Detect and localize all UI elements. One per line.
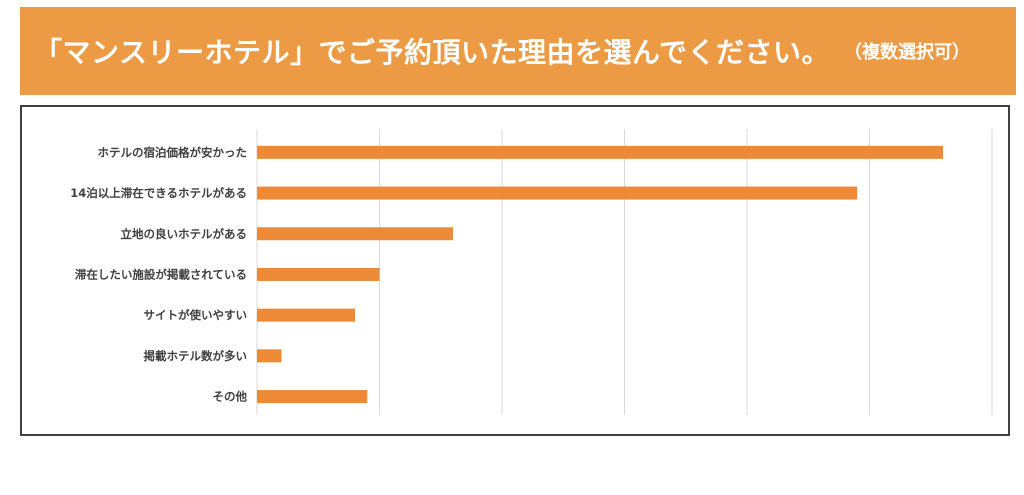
bar-5	[257, 308, 355, 322]
chart-frame: ホテルの宿泊価格が安かった 14泊以上滞在できるホテルがある立地の良いホテルがある…	[20, 105, 1010, 436]
bar-6	[257, 349, 282, 363]
category-label-2: 14泊以上滞在できるホテルがある	[70, 186, 247, 200]
category-label-3: 立地の良いホテルがある	[121, 227, 248, 241]
category-label-4: 滞在したい施設が掲載されている	[75, 267, 247, 281]
bars	[257, 145, 943, 404]
bar-4	[257, 267, 380, 281]
gridlines	[256, 129, 993, 415]
category-labels: ホテルの宿泊価格が安かった 14泊以上滞在できるホテルがある立地の良いホテルがある…	[70, 145, 247, 403]
page-title: 「マンスリーホテル」でご予約頂いた理由を選んでください。	[34, 36, 831, 69]
category-label-6: 掲載ホテル数が多い	[144, 349, 248, 363]
bar-2	[257, 186, 858, 200]
title-banner: 「マンスリーホテル」でご予約頂いた理由を選んでください。 （複数選択可）	[20, 7, 1016, 95]
title-note: （複数選択可）	[844, 42, 971, 63]
bar-1	[257, 145, 943, 159]
category-label-1: ホテルの宿泊価格が安かった	[98, 145, 248, 159]
category-label-7: その他	[213, 390, 248, 404]
bar-chart: ホテルの宿泊価格が安かった 14泊以上滞在できるホテルがある立地の良いホテルがある…	[70, 129, 993, 415]
bar-3	[257, 227, 453, 241]
bar-7	[257, 390, 368, 404]
category-label-5: サイトが使いやすい	[144, 308, 248, 322]
